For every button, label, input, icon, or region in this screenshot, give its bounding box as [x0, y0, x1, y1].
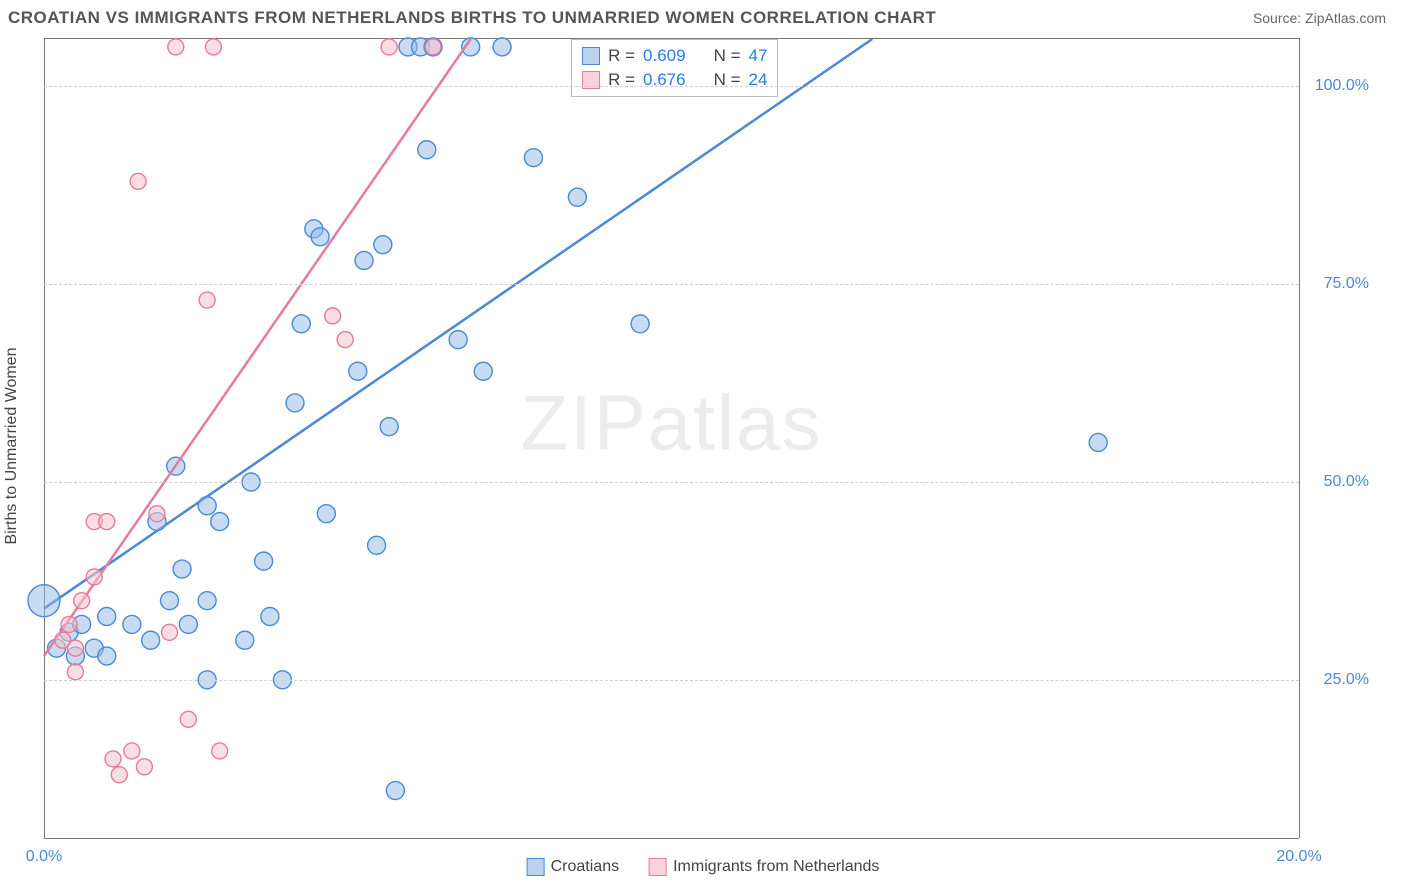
- data-point-netherlands: [130, 173, 146, 189]
- data-point-netherlands: [168, 39, 184, 55]
- data-point-croatians: [255, 552, 273, 570]
- data-point-croatians: [374, 236, 392, 254]
- legend-label-croatians: Croatians: [551, 858, 619, 876]
- data-point-netherlands: [212, 743, 228, 759]
- data-point-netherlands: [74, 593, 90, 609]
- data-point-netherlands: [381, 39, 397, 55]
- scatter-plot: [44, 39, 1299, 838]
- data-point-croatians: [386, 782, 404, 800]
- data-point-croatians: [161, 592, 179, 610]
- data-point-netherlands: [67, 640, 83, 656]
- data-point-croatians: [173, 560, 191, 578]
- stats-n-value-croatians: 47: [749, 46, 768, 66]
- data-point-croatians: [1089, 433, 1107, 451]
- data-point-croatians: [236, 631, 254, 649]
- chart-title: CROATIAN VS IMMIGRANTS FROM NETHERLANDS …: [8, 8, 936, 28]
- data-point-netherlands: [162, 624, 178, 640]
- data-point-croatians: [418, 141, 436, 159]
- data-point-croatians: [631, 315, 649, 333]
- data-point-netherlands: [205, 39, 221, 55]
- data-point-croatians: [449, 331, 467, 349]
- data-point-netherlands: [61, 616, 77, 632]
- stats-r-value-croatians: 0.609: [643, 46, 686, 66]
- y-tick-label: 75.0%: [1309, 275, 1369, 293]
- swatch-croatians: [582, 47, 600, 65]
- y-axis-title: Births to Unmarried Women: [3, 347, 21, 544]
- data-point-netherlands: [180, 711, 196, 727]
- y-tick-label: 25.0%: [1309, 671, 1369, 689]
- data-point-croatians: [311, 228, 329, 246]
- data-point-netherlands: [149, 506, 165, 522]
- data-point-croatians: [98, 607, 116, 625]
- stats-n-label: N =: [714, 46, 741, 66]
- data-point-croatians: [198, 592, 216, 610]
- data-point-croatians: [524, 149, 542, 167]
- data-point-netherlands: [325, 308, 341, 324]
- chart-area: ZIPatlas R = 0.609 N = 47 R = 0.676 N = …: [44, 38, 1300, 838]
- data-point-croatians: [349, 362, 367, 380]
- stats-row-netherlands: R = 0.676 N = 24: [582, 68, 767, 92]
- data-point-croatians: [142, 631, 160, 649]
- y-tick-label: 100.0%: [1309, 77, 1369, 95]
- legend-swatch-croatians: [527, 858, 545, 876]
- data-point-croatians: [286, 394, 304, 412]
- trend-line-croatians: [44, 39, 872, 609]
- data-point-croatians: [123, 615, 141, 633]
- bottom-legend: Croatians Immigrants from Netherlands: [527, 858, 880, 876]
- data-point-croatians: [261, 607, 279, 625]
- data-point-croatians: [211, 513, 229, 531]
- data-point-croatians: [179, 615, 197, 633]
- data-point-croatians: [368, 536, 386, 554]
- data-point-netherlands: [199, 292, 215, 308]
- data-point-netherlands: [337, 332, 353, 348]
- data-point-croatians: [493, 38, 511, 56]
- source-label: Source: ZipAtlas.com: [1253, 10, 1386, 26]
- data-point-netherlands: [124, 743, 140, 759]
- data-point-croatians: [292, 315, 310, 333]
- data-point-croatians: [317, 505, 335, 523]
- data-point-netherlands: [99, 514, 115, 530]
- y-tick-label: 50.0%: [1309, 473, 1369, 491]
- data-point-croatians: [28, 585, 60, 617]
- grid-line: [44, 680, 1299, 681]
- data-point-netherlands: [136, 759, 152, 775]
- legend-item-croatians: Croatians: [527, 858, 619, 876]
- legend-label-netherlands: Immigrants from Netherlands: [673, 858, 879, 876]
- x-axis-line: [44, 838, 1299, 839]
- data-point-croatians: [98, 647, 116, 665]
- x-tick-label: 20.0%: [1276, 848, 1321, 866]
- legend-swatch-netherlands: [649, 858, 667, 876]
- data-point-netherlands: [86, 569, 102, 585]
- grid-line: [44, 86, 1299, 87]
- data-point-croatians: [355, 252, 373, 270]
- grid-line: [44, 284, 1299, 285]
- data-point-netherlands: [425, 39, 441, 55]
- data-point-croatians: [568, 188, 586, 206]
- data-point-croatians: [474, 362, 492, 380]
- stats-r-label: R =: [608, 46, 635, 66]
- stats-legend-box: R = 0.609 N = 47 R = 0.676 N = 24: [571, 39, 778, 97]
- data-point-croatians: [380, 418, 398, 436]
- stats-row-croatians: R = 0.609 N = 47: [582, 44, 767, 68]
- legend-item-netherlands: Immigrants from Netherlands: [649, 858, 879, 876]
- data-point-croatians: [198, 497, 216, 515]
- x-tick-label: 0.0%: [26, 848, 62, 866]
- data-point-netherlands: [67, 664, 83, 680]
- data-point-netherlands: [105, 751, 121, 767]
- grid-line: [44, 482, 1299, 483]
- data-point-netherlands: [111, 767, 127, 783]
